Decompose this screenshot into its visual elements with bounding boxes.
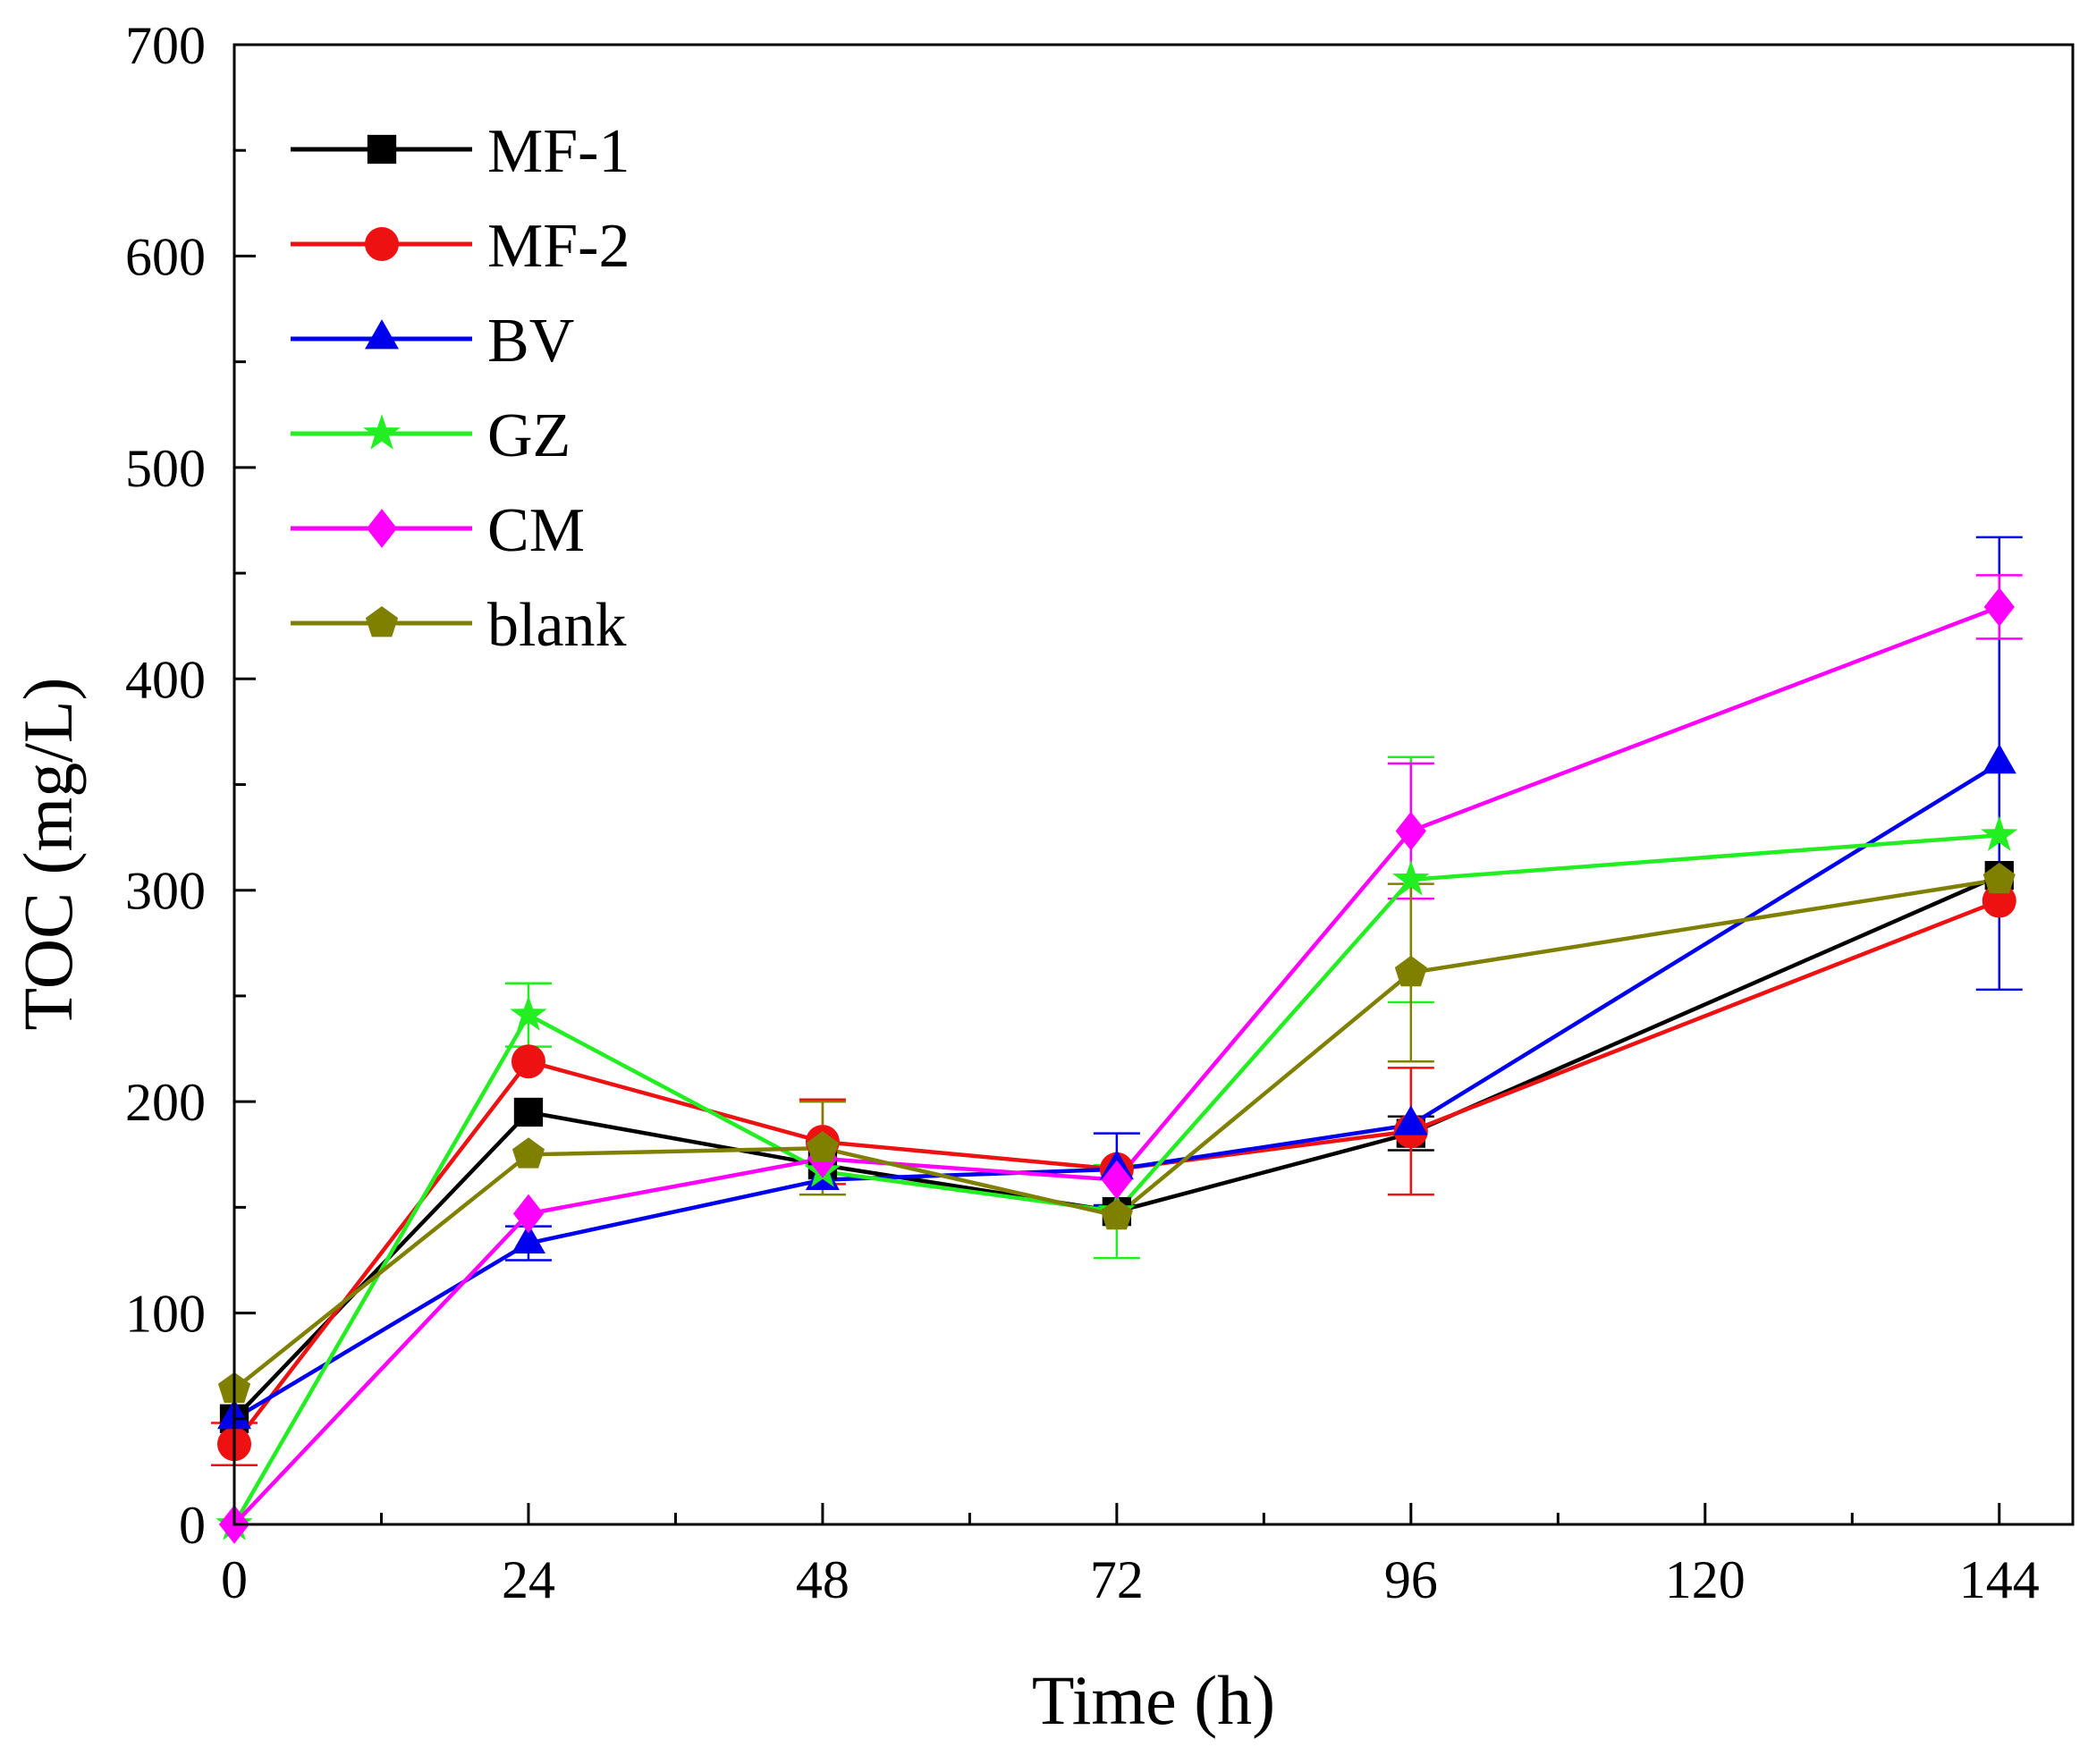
data-point-blank-48 xyxy=(806,1131,839,1162)
x-tick-label-72: 72 xyxy=(1090,1550,1144,1609)
data-point-cm-96 xyxy=(1395,811,1426,851)
legend-marker-mf-1 xyxy=(367,134,397,165)
legend-label-mf-2: MF-2 xyxy=(487,212,630,281)
y-tick-label-300: 300 xyxy=(125,862,206,921)
series-line-gz xyxy=(232,832,1999,1526)
series-line-bv xyxy=(232,761,2000,1421)
y-tick-label-0: 0 xyxy=(179,1496,206,1555)
legend-marker-cm xyxy=(366,509,398,548)
legend-label-bv: BV xyxy=(487,307,574,376)
series-line-blank xyxy=(232,877,2000,1391)
data-point-gz-96 xyxy=(1392,860,1430,896)
data-point-cm-72 xyxy=(1101,1160,1132,1200)
y-tick-label-100: 100 xyxy=(125,1285,206,1344)
x-tick-label-0: 0 xyxy=(221,1550,248,1609)
legend-label-mf-1: MF-1 xyxy=(487,117,630,186)
legend-marker-bv xyxy=(365,319,399,350)
y-axis-label: TOC (mg/L) xyxy=(9,677,87,1030)
y-tick-label-200: 200 xyxy=(125,1073,206,1132)
y-tick-label-400: 400 xyxy=(125,650,206,709)
y-tick-label-500: 500 xyxy=(125,439,206,498)
x-tick-label-96: 96 xyxy=(1384,1550,1438,1609)
data-point-bv-96 xyxy=(1393,1105,1428,1135)
series-line-mf-2 xyxy=(232,899,2000,1446)
series-line-mf-1 xyxy=(232,874,2000,1421)
data-point-cm-144 xyxy=(1983,587,2015,627)
series-line-cm xyxy=(232,604,2000,1526)
data-point-blank-72 xyxy=(1100,1198,1133,1230)
data-point-bv-24 xyxy=(511,1223,545,1253)
legend-label-blank: blank xyxy=(487,591,627,660)
data-point-bv-144 xyxy=(1982,744,2016,774)
y-tick-label-600: 600 xyxy=(125,227,206,286)
x-tick-label-24: 24 xyxy=(502,1550,555,1609)
legend-marker-mf-2 xyxy=(365,227,399,261)
y-tick-label-700: 700 xyxy=(125,16,206,75)
data-point-mf-1-24 xyxy=(513,1097,544,1127)
legend-label-cm: CM xyxy=(487,496,585,565)
legend-marker-blank xyxy=(365,606,399,637)
data-point-gz-24 xyxy=(510,995,547,1031)
x-tick-label-144: 144 xyxy=(1959,1550,2040,1609)
legend: MF-1 MF-2 BV GZ CM blank xyxy=(291,117,630,660)
legend-marker-gz xyxy=(363,414,401,450)
x-tick-label-48: 48 xyxy=(796,1550,850,1609)
legend-label-gz: GZ xyxy=(487,401,571,470)
data-point-blank-24 xyxy=(511,1137,545,1169)
data-point-blank-144 xyxy=(1982,862,2016,894)
data-point-cm-24 xyxy=(512,1194,545,1234)
x-tick-label-120: 120 xyxy=(1665,1550,1746,1609)
x-axis-label: Time (h) xyxy=(1032,1661,1275,1739)
data-point-mf-2-24 xyxy=(511,1044,545,1079)
data-point-blank-96 xyxy=(1394,955,1427,987)
data-point-gz-144 xyxy=(1981,815,2018,851)
